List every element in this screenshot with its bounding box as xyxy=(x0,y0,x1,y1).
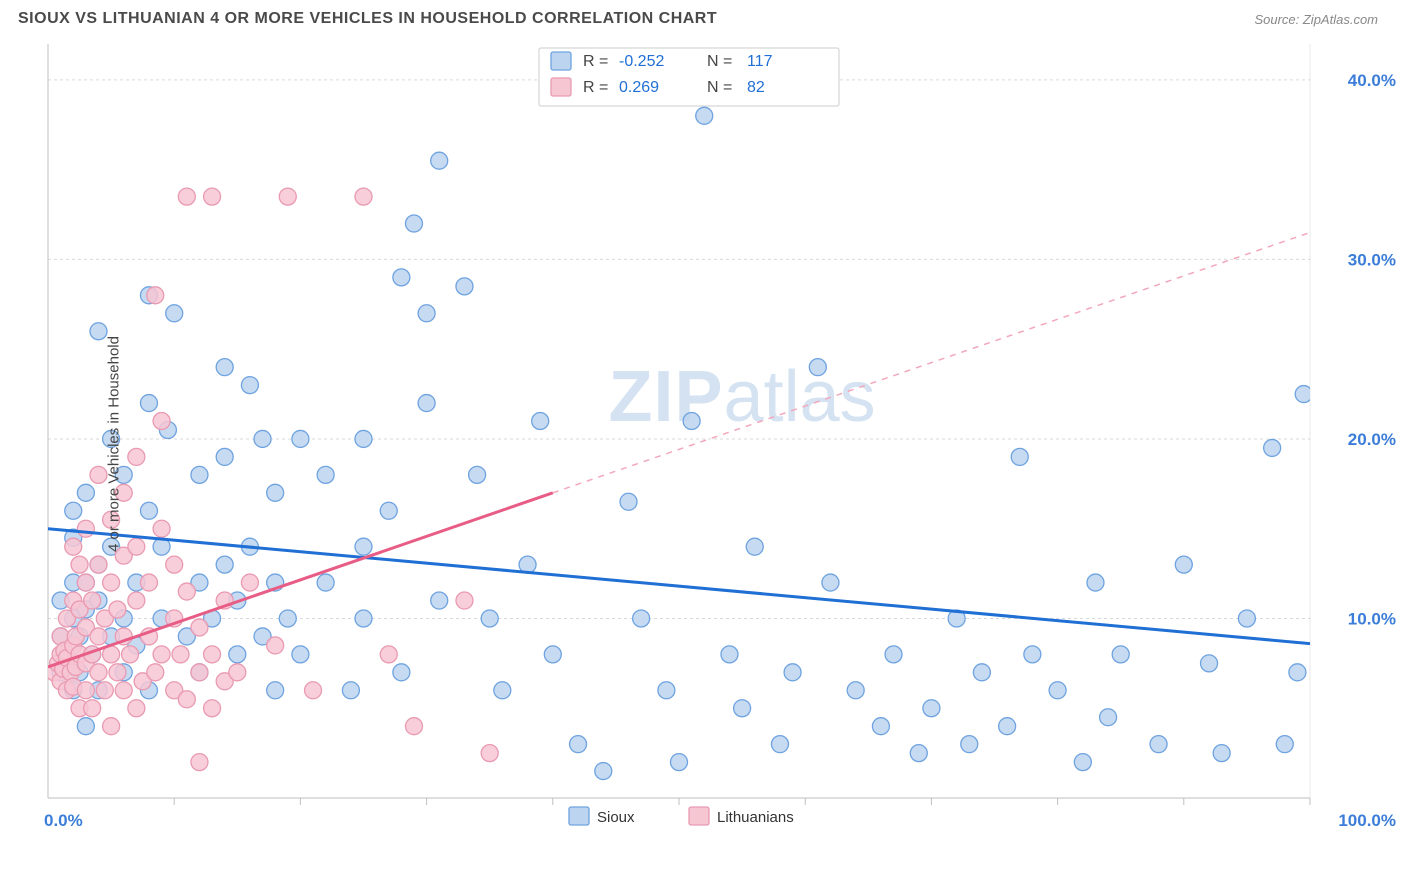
svg-text:ZIPatlas: ZIPatlas xyxy=(609,357,876,437)
svg-text:40.0%: 40.0% xyxy=(1348,71,1396,90)
svg-text:-0.252: -0.252 xyxy=(619,53,664,70)
svg-text:10.0%: 10.0% xyxy=(1348,609,1396,628)
correlation-scatter-chart: 10.0% 20.0% 30.0% 40.0% 0.0% 100.0% ZIPatlas R … xyxy=(0,34,1406,854)
chart-title: SIOUX VS LITHUANIAN 4 OR MORE VEHICLES I… xyxy=(18,10,717,28)
svg-text:R =: R = xyxy=(583,53,608,70)
svg-text:N =: N = xyxy=(707,79,732,96)
svg-text:Sioux: Sioux xyxy=(597,809,635,826)
svg-text:117: 117 xyxy=(747,53,773,70)
y-axis-label: 4 or more Vehicles in Household xyxy=(105,336,122,552)
svg-text:Lithuanians: Lithuanians xyxy=(717,809,794,826)
svg-text:20.0%: 20.0% xyxy=(1348,430,1396,449)
source-attribution: Source: ZipAtlas.com xyxy=(1254,12,1378,27)
svg-text:100.0%: 100.0% xyxy=(1338,811,1396,830)
svg-text:R =: R = xyxy=(583,79,608,96)
svg-text:0.269: 0.269 xyxy=(619,79,659,96)
svg-text:N =: N = xyxy=(707,53,732,70)
svg-text:0.0%: 0.0% xyxy=(44,811,83,830)
svg-text:30.0%: 30.0% xyxy=(1348,250,1396,269)
svg-text:82: 82 xyxy=(747,79,765,96)
